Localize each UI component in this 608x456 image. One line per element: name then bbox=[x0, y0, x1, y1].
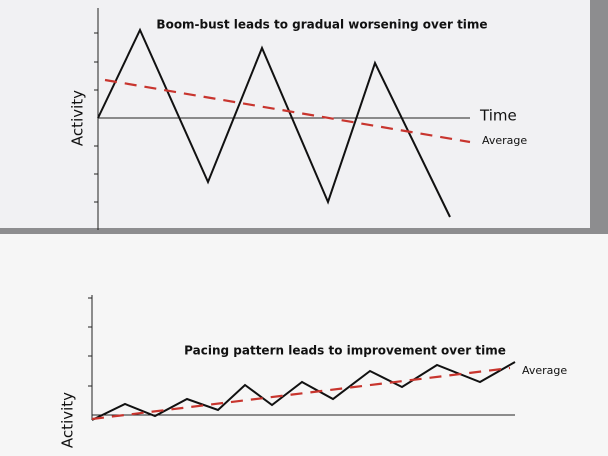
series-line bbox=[91, 361, 516, 421]
legend-label: Average bbox=[482, 134, 527, 147]
x-axis-label: Time bbox=[479, 107, 517, 125]
series-line bbox=[97, 27, 451, 218]
legend-label: Average bbox=[522, 364, 567, 377]
paper-bottom bbox=[0, 234, 608, 456]
series-line bbox=[104, 78, 471, 144]
chart-title: Boom-bust leads to gradual worsening ove… bbox=[156, 18, 487, 32]
series-line bbox=[91, 366, 511, 421]
y-axis-label: Activity bbox=[69, 90, 87, 146]
chart-title: Pacing pattern leads to improvement over… bbox=[184, 344, 506, 358]
y-axis-label: Activity bbox=[59, 392, 77, 448]
